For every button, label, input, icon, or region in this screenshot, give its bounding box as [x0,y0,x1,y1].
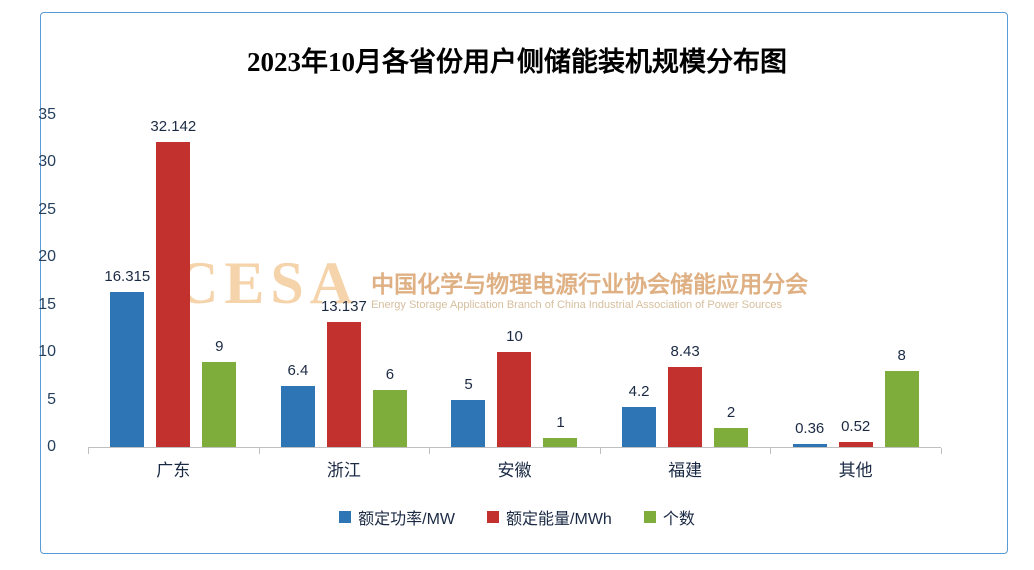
x-axis-tick [599,448,601,454]
bar-value-label: 13.137 [320,298,367,316]
bar-value-label: 9 [215,337,224,355]
bar-value-label: 2 [726,404,736,422]
bar: 8 [884,347,919,447]
bar-group: 0.36 0.52 8 [770,115,941,447]
legend-swatch [339,511,352,523]
bar-value-label: 0.52 [841,418,871,436]
bar-value-label: 6.4 [287,362,309,380]
chart-title: 2023年10月各省份用户侧储能装机规模分布图 [247,47,787,77]
bar: 0.52 [838,418,873,447]
x-axis-tick [258,448,260,454]
bar-value-label: 10 [506,328,523,346]
bar: 13.137 [321,298,367,447]
category-label: 浙江 [326,461,361,480]
bar-value-label: 5 [464,375,473,393]
bar: 32.142 [150,118,196,447]
bar: 9 [202,338,237,447]
legend-swatch [487,511,500,523]
y-tick-label: 25 [38,200,56,218]
x-axis-tick [88,448,89,454]
legend-label: 额定功率/MW [358,511,456,528]
bar-group: 6.4 13.137 6 [259,115,430,447]
x-axis-tick [770,448,772,454]
bar: 0.36 [792,420,827,447]
chart-border [40,12,1008,554]
y-tick-label: 15 [38,295,56,313]
y-tick-label: 5 [47,390,56,408]
bar-value-label: 8.43 [670,343,700,361]
y-tick-label: 0 [47,438,56,455]
y-tick-label: 20 [38,248,56,266]
category-label: 福建 [668,461,703,480]
bar-value-label: 4.2 [628,383,650,401]
legend-item: 额定功率/MW [339,505,455,529]
y-tick-label: 10 [38,343,56,361]
legend-item: 额定能量/MWh [487,505,612,529]
bar: 6.4 [280,362,315,447]
legend: 额定功率/MW 额定能量/MWh 个数 [0,505,1034,529]
legend-item: 个数 [643,505,695,529]
bar-value-label: 6 [385,366,395,384]
bar-value-label: 32.142 [150,118,197,136]
bar: 6 [372,366,407,447]
category-label: 广东 [156,461,191,480]
x-axis-tick [941,448,942,454]
bar: 1 [543,414,578,447]
bar-value-label: 16.315 [104,268,151,286]
legend-swatch [643,511,656,523]
bar: 5 [451,376,486,447]
bar-value-label: 0.36 [795,419,825,437]
bar: 10 [497,328,532,447]
legend-label: 额定能量/MWh [506,511,612,528]
y-tick-label: 35 [38,106,56,123]
y-tick-label: 30 [38,153,56,171]
bar: 16.315 [104,268,150,447]
category-label: 其他 [838,461,873,480]
bar-value-label: 8 [897,347,906,365]
category-label: 安徽 [497,461,532,480]
bar-group: 4.2 8.43 2 [600,115,771,447]
bar: 8.43 [668,343,703,447]
x-axis-tick [429,448,431,454]
plot-area: 16.315 32.142 9 6.4 13.137 6 5 10 1 4.2 8.43 2 0.36 0… [88,115,942,454]
bar-group: 16.315 32.142 9 [88,115,259,447]
bar: 4.2 [622,383,657,447]
bar-value-label: 1 [556,413,565,431]
x-axis-labels: 广东 浙江 安徽 福建 其他 [88,456,941,481]
bar-group: 5 10 1 [429,115,600,447]
legend-label: 个数 [662,511,695,528]
bar: 2 [714,404,749,447]
